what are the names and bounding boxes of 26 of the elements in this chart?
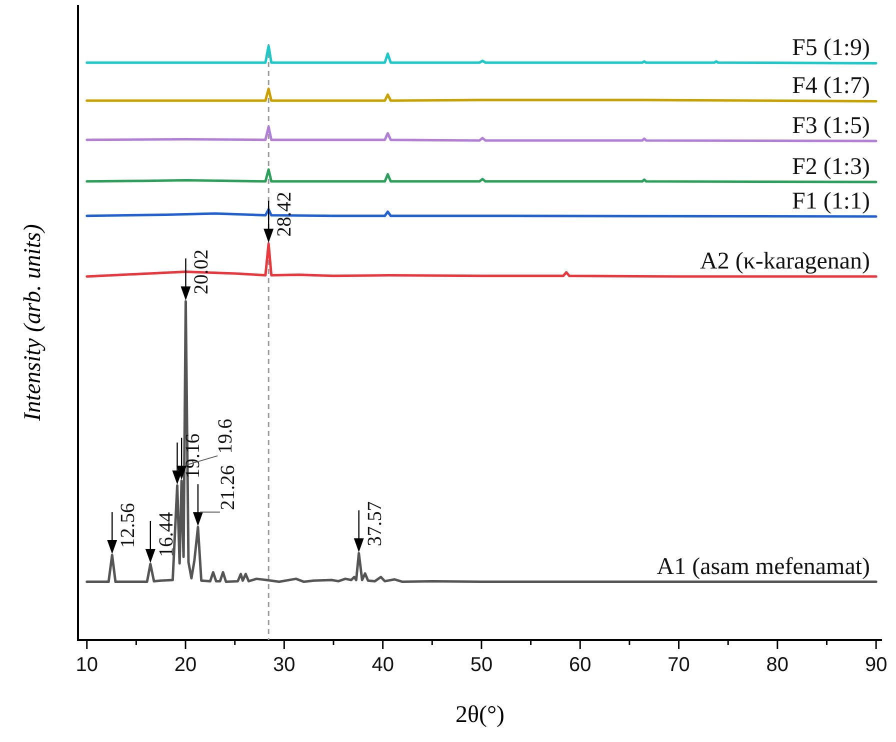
y-axis-title: Intensity (arb. units) — [20, 224, 46, 422]
x-tick-label: 50 — [470, 654, 493, 676]
annotation: 28.42 — [274, 192, 296, 237]
series-label: F1 (1:1) — [792, 188, 870, 214]
x-axis-title: 2θ(°) — [455, 702, 505, 728]
annotation: 20.02 — [190, 249, 213, 294]
annotation: 16.44 — [155, 512, 178, 557]
annotation: 19.16 — [182, 434, 204, 479]
x-tick-label: 30 — [273, 654, 296, 676]
series-label: F5 (1:9) — [792, 35, 870, 62]
x-tick-label: 90 — [864, 654, 888, 676]
x-tick-label: 40 — [372, 654, 394, 676]
series-label: A2 (κ-karagenan) — [700, 248, 870, 274]
series-label: A1 (asam mefenamat) — [656, 554, 870, 580]
x-tick-label: 10 — [76, 654, 98, 676]
x-tick-label: 70 — [668, 654, 690, 676]
series-label: F4 (1:7) — [792, 73, 870, 100]
series-label: F2 (1:3) — [792, 154, 870, 180]
series-label: F3 (1:5) — [792, 113, 870, 140]
x-tick-label: 80 — [766, 654, 789, 676]
x-tick-label: 60 — [569, 654, 592, 676]
annotation: 19.6 — [214, 418, 237, 454]
annotation: 21.26 — [216, 465, 239, 510]
annotation: 37.57 — [364, 501, 386, 546]
annotation: 12.56 — [117, 503, 140, 548]
x-tick-label: 20 — [174, 654, 197, 676]
